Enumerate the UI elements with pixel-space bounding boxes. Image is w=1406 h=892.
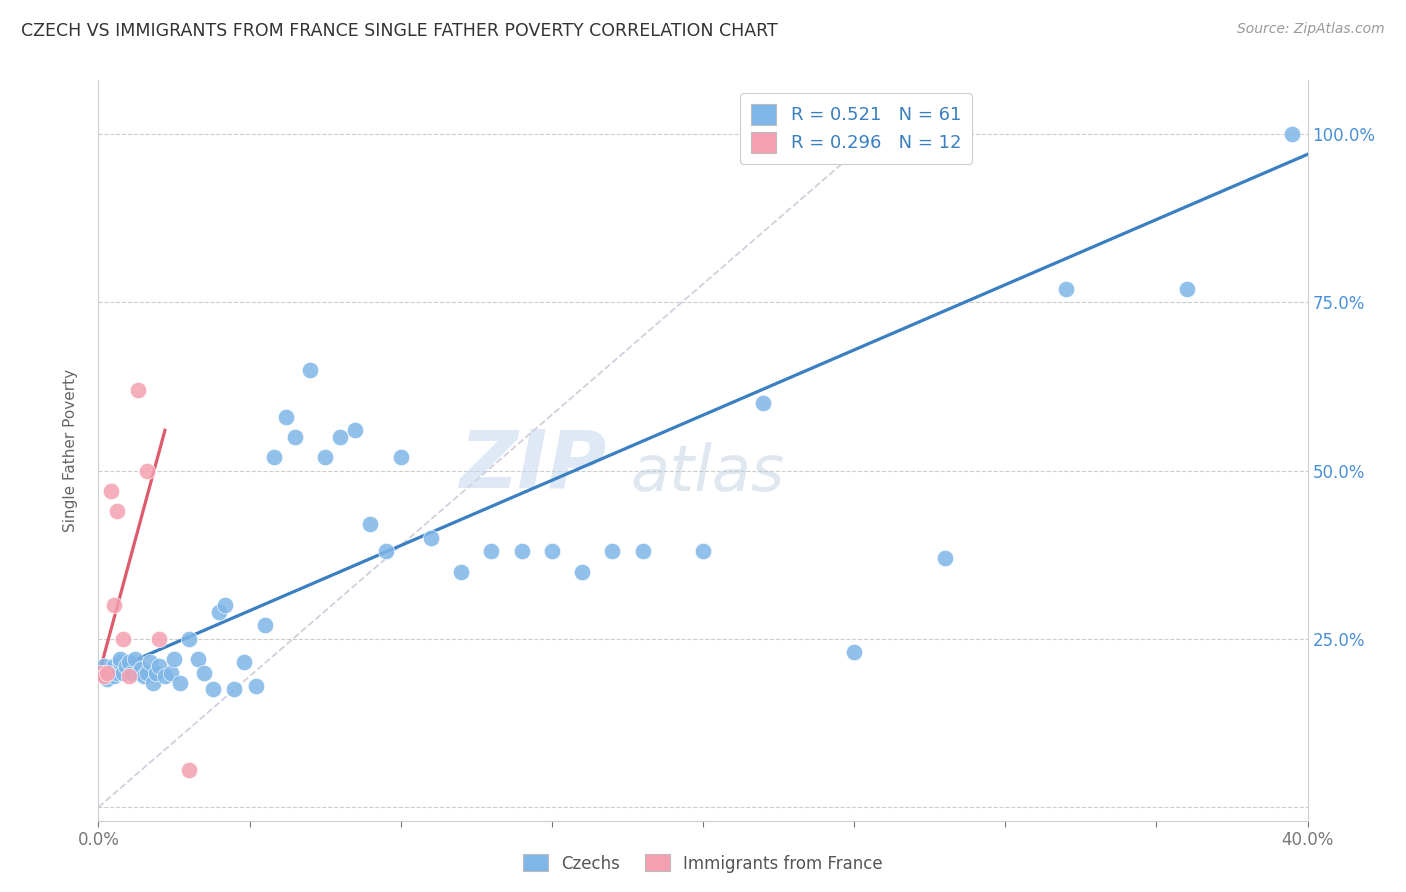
Point	[148, 658, 170, 673]
Point	[139, 656, 162, 670]
Point	[284, 430, 307, 444]
Point	[148, 632, 170, 646]
Point	[844, 645, 866, 659]
Point	[169, 675, 191, 690]
Point	[96, 665, 118, 680]
Point	[121, 665, 143, 680]
Point	[114, 658, 136, 673]
Point	[1281, 127, 1303, 141]
Point	[1054, 282, 1077, 296]
Point	[571, 565, 593, 579]
Point	[111, 665, 134, 680]
Point	[602, 544, 624, 558]
Text: Source: ZipAtlas.com: Source: ZipAtlas.com	[1237, 22, 1385, 37]
Point	[93, 658, 115, 673]
Point	[481, 544, 503, 558]
Point	[90, 665, 112, 680]
Point	[193, 665, 215, 680]
Point	[214, 599, 236, 613]
Point	[118, 669, 141, 683]
Point	[111, 632, 134, 646]
Point	[142, 675, 165, 690]
Point	[93, 669, 115, 683]
Y-axis label: Single Father Poverty: Single Father Poverty	[63, 369, 77, 532]
Point	[100, 483, 122, 498]
Point	[90, 665, 112, 680]
Point	[127, 665, 149, 680]
Point	[103, 669, 125, 683]
Point	[129, 662, 152, 676]
Point	[108, 652, 131, 666]
Point	[105, 504, 128, 518]
Point	[360, 517, 382, 532]
Point	[208, 605, 231, 619]
Point	[153, 669, 176, 683]
Point	[245, 679, 267, 693]
Text: atlas: atlas	[630, 442, 785, 504]
Point	[374, 544, 396, 558]
Point	[179, 763, 201, 777]
Point	[135, 464, 157, 478]
Point	[1175, 282, 1198, 296]
Point	[187, 652, 209, 666]
Point	[132, 669, 155, 683]
Point	[135, 665, 157, 680]
Point	[202, 682, 225, 697]
Point	[692, 544, 714, 558]
Point	[631, 544, 654, 558]
Point	[108, 656, 131, 670]
Point	[103, 658, 125, 673]
Point	[540, 544, 562, 558]
Point	[232, 656, 254, 670]
Point	[118, 656, 141, 670]
Point	[344, 423, 367, 437]
Legend: R = 0.521   N = 61, R = 0.296   N = 12: R = 0.521 N = 61, R = 0.296 N = 12	[740, 93, 972, 163]
Point	[160, 665, 183, 680]
Point	[103, 599, 125, 613]
Point	[179, 632, 201, 646]
Point	[274, 409, 297, 424]
Point	[314, 450, 336, 465]
Point	[420, 531, 443, 545]
Point	[329, 430, 352, 444]
Text: CZECH VS IMMIGRANTS FROM FRANCE SINGLE FATHER POVERTY CORRELATION CHART: CZECH VS IMMIGRANTS FROM FRANCE SINGLE F…	[21, 22, 778, 40]
Point	[224, 682, 246, 697]
Point	[752, 396, 775, 410]
Point	[96, 673, 118, 687]
Point	[253, 618, 276, 632]
Point	[299, 362, 322, 376]
Text: ZIP: ZIP	[458, 426, 606, 504]
Point	[263, 450, 285, 465]
Point	[145, 665, 167, 680]
Point	[450, 565, 472, 579]
Legend: Czechs, Immigrants from France: Czechs, Immigrants from France	[516, 847, 890, 880]
Point	[934, 551, 956, 566]
Point	[100, 665, 122, 680]
Point	[389, 450, 412, 465]
Point	[127, 383, 149, 397]
Point	[124, 652, 146, 666]
Point	[163, 652, 186, 666]
Point	[105, 665, 128, 680]
Point	[510, 544, 533, 558]
